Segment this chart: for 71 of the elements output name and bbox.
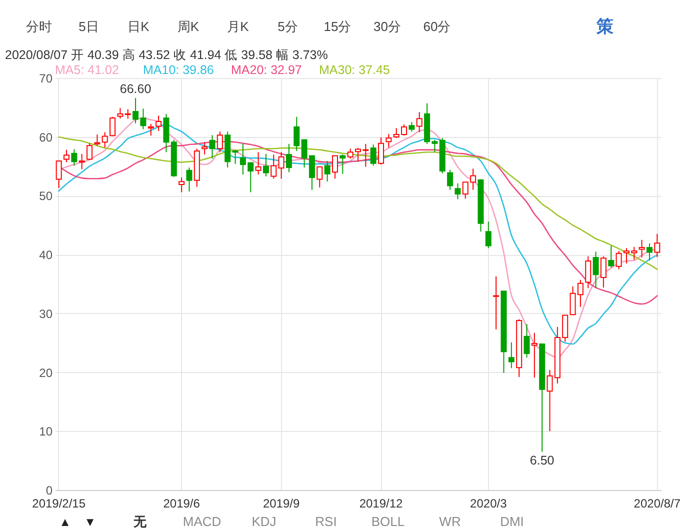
y-tick-label: 0 bbox=[46, 484, 53, 498]
text: MA30: 37.45 bbox=[319, 63, 390, 77]
candlestick bbox=[262, 153, 269, 177]
candlestick bbox=[94, 134, 100, 146]
text: 无 MACD KDJ RSI BOLL WR DMI bbox=[134, 514, 524, 529]
candlestick bbox=[332, 155, 338, 180]
candlestick bbox=[324, 160, 330, 182]
x-tick-label: 2020/3 bbox=[470, 496, 508, 510]
x-tick-label: 2019/2/15 bbox=[32, 496, 86, 510]
candlestick bbox=[270, 154, 277, 180]
annotation: 6.50 bbox=[530, 454, 554, 468]
candlestick bbox=[86, 142, 93, 160]
candlestick bbox=[71, 148, 78, 166]
candlestick bbox=[64, 149, 70, 163]
candlestick bbox=[202, 142, 208, 156]
candlestick bbox=[294, 116, 300, 152]
candlestick bbox=[216, 131, 223, 153]
candlestick bbox=[585, 256, 592, 289]
x-tick-label: 2020/8/7 bbox=[634, 496, 681, 510]
y-tick-label: 50 bbox=[39, 189, 53, 204]
candlestick bbox=[209, 134, 216, 160]
candlestick bbox=[316, 166, 323, 188]
candlestick bbox=[524, 324, 530, 358]
candlestick bbox=[232, 149, 238, 164]
text: MA5: 41.02 bbox=[55, 63, 119, 77]
candlestick bbox=[592, 251, 599, 289]
text: ▲ ▼ bbox=[59, 515, 96, 529]
candlestick bbox=[493, 276, 500, 330]
candlestick bbox=[646, 242, 652, 261]
text: 分时 5日 日K 周K 月K 5分 15分 30分 60分 bbox=[26, 19, 451, 34]
text: MA10: 39.86 bbox=[143, 63, 214, 77]
y-tick-label: 40 bbox=[39, 248, 53, 262]
candlestick bbox=[278, 152, 284, 180]
candlestick bbox=[56, 160, 62, 189]
y-tick-label: 10 bbox=[39, 424, 53, 439]
text: 策 bbox=[596, 17, 614, 36]
candlestick bbox=[340, 154, 346, 174]
chart-title: 2020/08/07 开 40.39 高 43.52 收 41.94 低 39.58 幅 3.73% bbox=[5, 47, 328, 62]
candlestick bbox=[408, 122, 415, 132]
annotation: 66.60 bbox=[120, 82, 152, 96]
candlestick bbox=[124, 108, 131, 120]
x-tick-label: 2019/9 bbox=[262, 496, 300, 510]
candlestick bbox=[78, 153, 85, 170]
candlestick bbox=[416, 112, 422, 133]
candlestick bbox=[255, 152, 262, 176]
y-tick-label: 20 bbox=[39, 366, 53, 380]
candlestick bbox=[102, 132, 108, 148]
candlestick bbox=[370, 144, 376, 166]
candlestick bbox=[531, 332, 538, 378]
candlestick bbox=[178, 176, 185, 193]
x-tick-label: 2019/6 bbox=[163, 496, 200, 510]
candlestick bbox=[386, 133, 392, 148]
candlestick bbox=[654, 233, 660, 258]
candlestick bbox=[186, 166, 192, 192]
candlestick bbox=[508, 342, 514, 369]
y-tick-label: 60 bbox=[39, 130, 53, 144]
candlestick bbox=[485, 221, 492, 249]
text: MA20: 32.97 bbox=[231, 63, 302, 77]
candlestick bbox=[447, 169, 454, 190]
candlestick bbox=[638, 239, 645, 258]
candlestick bbox=[286, 143, 292, 173]
y-tick-label: 70 bbox=[39, 72, 53, 86]
y-tick-label: 30 bbox=[39, 306, 53, 321]
candlestick bbox=[110, 116, 116, 137]
candlestick bbox=[117, 108, 124, 120]
candlestick bbox=[608, 245, 614, 268]
x-tick-label: 2019/12 bbox=[359, 496, 404, 510]
line-series bbox=[58, 136, 658, 270]
candlestick bbox=[600, 256, 606, 288]
candlestick bbox=[454, 182, 461, 200]
candlestick bbox=[378, 136, 384, 166]
